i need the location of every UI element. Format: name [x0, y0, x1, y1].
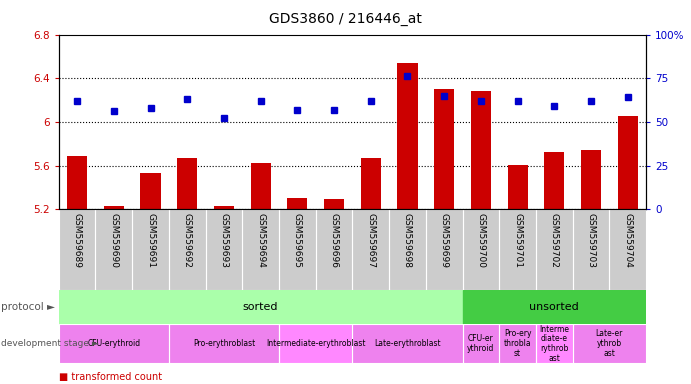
- Bar: [536, 324, 573, 363]
- Bar: [573, 324, 646, 363]
- Text: CFU-er
ythroid: CFU-er ythroid: [467, 334, 495, 353]
- Bar: [324, 199, 344, 209]
- Bar: [132, 209, 169, 290]
- Bar: [499, 209, 536, 290]
- Bar: [426, 209, 462, 290]
- Text: GSM559690: GSM559690: [109, 212, 118, 268]
- Text: GSM559689: GSM559689: [73, 212, 82, 268]
- Text: Late-erythroblast: Late-erythroblast: [374, 339, 441, 348]
- Bar: [471, 91, 491, 209]
- Bar: [389, 209, 426, 290]
- Bar: [462, 290, 646, 324]
- Bar: [352, 209, 389, 290]
- Text: GSM559693: GSM559693: [220, 212, 229, 268]
- Bar: [545, 152, 565, 209]
- Text: GSM559702: GSM559702: [550, 212, 559, 267]
- Bar: [279, 324, 352, 363]
- Bar: [169, 324, 279, 363]
- Bar: [573, 209, 609, 290]
- Bar: [462, 209, 499, 290]
- Bar: [389, 209, 426, 290]
- Text: ■ transformed count: ■ transformed count: [59, 372, 162, 382]
- Bar: [573, 209, 609, 290]
- Text: Late-er
ythrob
ast: Late-er ythrob ast: [596, 329, 623, 358]
- Bar: [536, 209, 573, 290]
- Bar: [618, 116, 638, 209]
- Text: development stage ►: development stage ►: [1, 339, 99, 348]
- Bar: [243, 209, 279, 290]
- Bar: [95, 209, 132, 290]
- Bar: [499, 324, 536, 363]
- Text: GSM559701: GSM559701: [513, 212, 522, 268]
- Bar: [279, 209, 316, 290]
- Bar: [361, 158, 381, 209]
- Bar: [609, 209, 646, 290]
- Text: Pro-erythroblast: Pro-erythroblast: [193, 339, 255, 348]
- Bar: [59, 209, 95, 290]
- Bar: [581, 150, 601, 209]
- Bar: [59, 324, 169, 363]
- Bar: [206, 209, 243, 290]
- Text: Pro-ery
throbla
st: Pro-ery throbla st: [504, 329, 531, 358]
- Text: GSM559694: GSM559694: [256, 212, 265, 267]
- Text: sorted: sorted: [243, 302, 278, 312]
- Bar: [352, 324, 462, 363]
- Bar: [426, 209, 462, 290]
- Bar: [352, 209, 389, 290]
- Bar: [132, 209, 169, 290]
- Text: GSM559699: GSM559699: [439, 212, 448, 268]
- Text: GSM559697: GSM559697: [366, 212, 375, 268]
- Text: GSM559700: GSM559700: [476, 212, 485, 268]
- Bar: [499, 209, 536, 290]
- Bar: [536, 324, 573, 363]
- Bar: [573, 324, 646, 363]
- Bar: [67, 156, 87, 209]
- Bar: [462, 209, 499, 290]
- Bar: [499, 324, 536, 363]
- Bar: [287, 199, 307, 209]
- Bar: [397, 63, 417, 209]
- Bar: [279, 209, 316, 290]
- Text: CFU-erythroid: CFU-erythroid: [87, 339, 140, 348]
- Bar: [352, 324, 462, 363]
- Bar: [462, 324, 499, 363]
- Bar: [251, 164, 271, 209]
- Text: GSM559692: GSM559692: [182, 212, 191, 267]
- Text: GSM559696: GSM559696: [330, 212, 339, 268]
- Bar: [507, 164, 528, 209]
- Bar: [140, 173, 160, 209]
- Bar: [169, 209, 206, 290]
- Bar: [206, 209, 243, 290]
- Bar: [104, 206, 124, 209]
- Bar: [279, 324, 352, 363]
- Bar: [536, 209, 573, 290]
- Text: protocol ►: protocol ►: [1, 302, 55, 312]
- Text: unsorted: unsorted: [529, 302, 579, 312]
- Bar: [462, 324, 499, 363]
- Bar: [169, 209, 206, 290]
- Bar: [59, 209, 95, 290]
- Bar: [316, 209, 352, 290]
- Bar: [95, 209, 132, 290]
- Text: GSM559704: GSM559704: [623, 212, 632, 267]
- Bar: [609, 209, 646, 290]
- Bar: [434, 89, 454, 209]
- Bar: [59, 324, 169, 363]
- Text: GSM559703: GSM559703: [587, 212, 596, 268]
- Text: Intermediate-erythroblast: Intermediate-erythroblast: [266, 339, 366, 348]
- Text: Interme
diate-e
rythrob
ast: Interme diate-e rythrob ast: [539, 324, 569, 363]
- Text: GSM559695: GSM559695: [293, 212, 302, 268]
- Bar: [214, 206, 234, 209]
- Bar: [316, 209, 352, 290]
- Bar: [59, 290, 462, 324]
- Bar: [177, 158, 198, 209]
- Bar: [169, 324, 279, 363]
- Text: GDS3860 / 216446_at: GDS3860 / 216446_at: [269, 12, 422, 25]
- Text: GSM559698: GSM559698: [403, 212, 412, 268]
- Text: GSM559691: GSM559691: [146, 212, 155, 268]
- Bar: [243, 209, 279, 290]
